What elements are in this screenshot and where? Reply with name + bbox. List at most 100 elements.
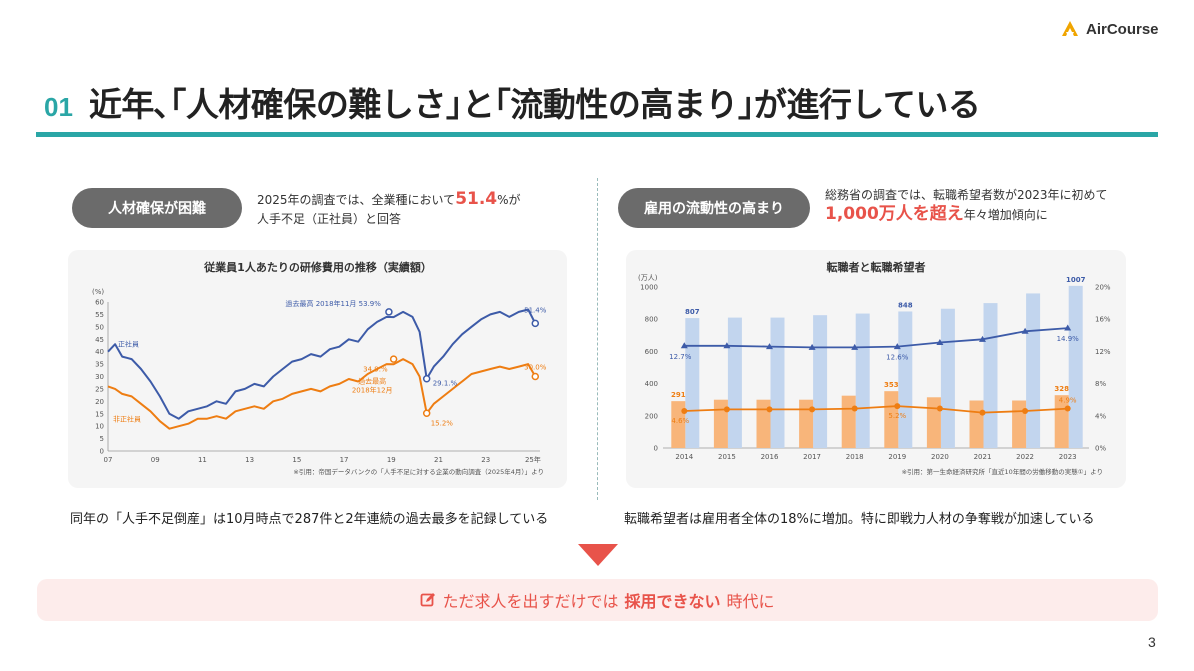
- y-axis-unit: (万人): [638, 274, 658, 282]
- bar-orange: [756, 399, 771, 448]
- y-tick-label-right: 12%: [1095, 348, 1111, 356]
- annotation-label: 51.4%: [524, 306, 547, 314]
- line-data-label: 12.6%: [886, 354, 909, 362]
- y-tick-label-left: 400: [645, 380, 658, 388]
- x-tick-label: 2019: [888, 453, 906, 461]
- bar-data-label: 848: [898, 301, 913, 309]
- y-tick-label: 5: [100, 435, 104, 443]
- peak-marker: [389, 355, 398, 363]
- bar-blue: [983, 303, 998, 448]
- y-tick-label-left: 200: [645, 412, 658, 420]
- aircourse-logo: AirCourse: [1060, 20, 1159, 38]
- line-marker: [809, 406, 816, 413]
- x-tick-label: 21: [434, 456, 443, 464]
- y-tick-label-right: 16%: [1095, 316, 1111, 324]
- section-number: 01: [44, 92, 73, 122]
- series-line-1: [107, 358, 537, 430]
- annotation-label: 29.1.%: [433, 380, 458, 388]
- y-tick-label-left: 800: [645, 316, 658, 324]
- y-tick-label-left: 0: [654, 445, 658, 453]
- line-data-label: 12.7%: [669, 353, 692, 361]
- line-marker: [894, 403, 901, 410]
- bar-blue: [727, 317, 742, 448]
- x-tick-label: 13: [245, 456, 254, 464]
- y-tick-label: 50: [95, 323, 104, 331]
- y-tick-label: 45: [95, 336, 104, 344]
- left-caption: 同年の「人手不足倒産」は10月時点で287件と2年連続の過去最多を記録している: [70, 512, 549, 527]
- endpoint-marker: [531, 372, 540, 381]
- logo-mark-icon: [1062, 21, 1078, 36]
- conclusion-banner: ただ求人を出すだけでは 採用できない 時代に: [37, 579, 1158, 621]
- y-tick-label-right: 8%: [1095, 380, 1106, 388]
- bar-orange: [1012, 400, 1027, 448]
- bar-blue: [770, 317, 785, 448]
- bar-orange: [713, 399, 728, 448]
- title-underline: [36, 132, 1158, 137]
- line-marker: [766, 406, 773, 413]
- line-data-label: 4.6%: [671, 417, 689, 425]
- line-marker: [808, 343, 816, 350]
- line-marker: [1022, 407, 1029, 414]
- x-tick-label: 11: [198, 456, 207, 464]
- line-marker: [893, 343, 901, 350]
- page-number: 3: [1148, 634, 1156, 650]
- annotation-label: 15.2%: [431, 419, 454, 427]
- y-tick-label-right: 20%: [1095, 284, 1111, 292]
- series-line-0: [107, 308, 537, 420]
- y-tick-label-right: 4%: [1095, 412, 1106, 420]
- bar-orange: [841, 395, 856, 448]
- line-marker: [681, 407, 688, 414]
- title-text: 近年､｢人材確保の難しさ｣と｢流動性の高まり｣が進行している: [88, 85, 981, 124]
- chart-source: ※引用：第一生命経済研究所「直近10年間の労働移動の実態①」より: [902, 467, 1103, 476]
- line-data-label: 14.9%: [1057, 335, 1080, 343]
- x-tick-label: 2014: [675, 453, 693, 461]
- line-marker: [936, 339, 944, 346]
- x-tick-label: 17: [340, 456, 349, 464]
- conclusion-bold: 採用できない: [624, 592, 721, 611]
- bar-chart-card: 転職者と転職希望者 (万人) 0 200 400 600 800 1000 0% 4% 8% 12% 1…: [626, 250, 1126, 488]
- series-label: 非正社員: [113, 414, 141, 423]
- y-tick-label-right: 0%: [1095, 445, 1106, 453]
- chart-title: 転職者と転職希望者: [827, 260, 926, 274]
- y-tick-label: 60: [95, 299, 104, 307]
- y-tick-label-left: 600: [645, 348, 658, 356]
- bar-orange: [969, 400, 984, 448]
- combo-chart: 転職者と転職希望者 (万人) 0 200 400 600 800 1000 0% 4% 8% 12% 1…: [638, 260, 1111, 476]
- edit-icon: [421, 593, 436, 607]
- bar-orange: [799, 399, 814, 448]
- left-desc-line2: 人手不足（正社員）と回答: [257, 212, 402, 226]
- x-tick-label: 2022: [1016, 453, 1034, 461]
- bar-orange: [926, 397, 941, 448]
- bar-blue: [855, 313, 870, 448]
- x-tick-label: 2015: [718, 453, 736, 461]
- x-tick-label: 2016: [761, 453, 779, 461]
- annotation-label: 34.9.%: [363, 365, 388, 373]
- line-marker: [1064, 324, 1072, 331]
- line-marker: [936, 405, 943, 412]
- line-marker: [1064, 405, 1071, 412]
- x-tick-label: 23: [481, 456, 490, 464]
- line-marker: [723, 406, 730, 413]
- endpoint-marker: [531, 319, 540, 328]
- peak-marker: [385, 308, 393, 316]
- bar-blue: [898, 311, 913, 448]
- y-tick-label: 25: [95, 385, 104, 393]
- right-desc-highlight: 1,000万人を超え: [825, 204, 964, 224]
- bar-blue: [940, 308, 955, 448]
- left-description: 2025年の調査では、全業種において51.4%が 人手不足（正社員）と回答: [257, 190, 521, 229]
- right-desc-line2-post: 年々増加傾向に: [963, 208, 1048, 222]
- annotation-label: 過去最高 2018年11月 53.9%: [285, 299, 381, 308]
- bar-data-label: 328: [1054, 385, 1069, 393]
- right-section-pill: 雇用の流動性の高まり: [618, 188, 810, 228]
- bar-blue: [685, 318, 700, 448]
- y-tick-label: 55: [95, 311, 104, 319]
- line-series-0: [684, 327, 1068, 349]
- x-tick-label: 2021: [974, 453, 992, 461]
- bar-blue: [1026, 293, 1041, 448]
- annotation-label: 2018年12月: [352, 385, 393, 394]
- x-tick-label: 2023: [1059, 453, 1077, 461]
- y-axis-unit: (%): [92, 288, 104, 296]
- y-tick-label-left: 1000: [640, 284, 658, 292]
- down-arrow-icon: [578, 544, 618, 566]
- line-chart-card: 従業員1人あたりの研修費用の推移（実績額） (%) 0 5 10 15 20 25 30 35 40…: [68, 250, 567, 488]
